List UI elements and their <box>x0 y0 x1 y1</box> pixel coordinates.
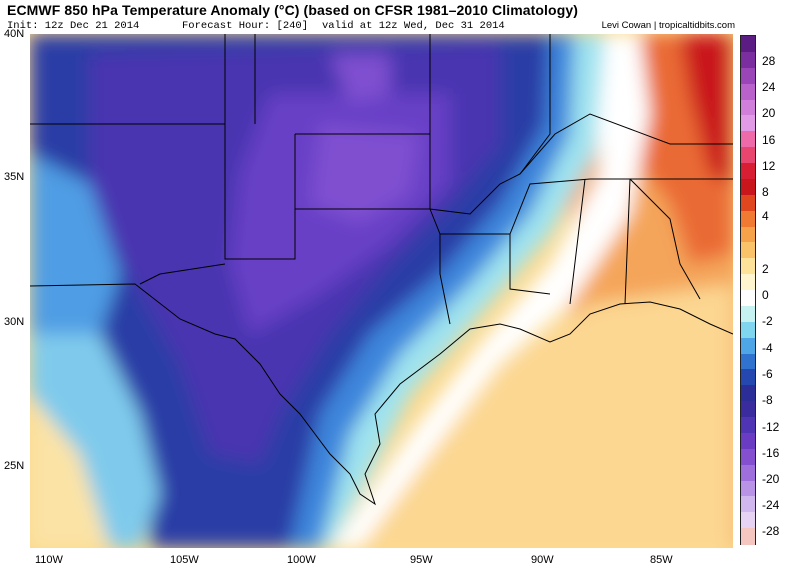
boundary-lines <box>30 34 733 506</box>
colorbar-segment <box>741 480 755 497</box>
colorbar-label: 28 <box>762 54 776 68</box>
colorbar-segment <box>741 528 755 545</box>
colorbar-label: -12 <box>762 420 780 434</box>
colorbar-segment <box>741 163 755 180</box>
colorbar-segment <box>741 321 755 339</box>
anomaly-map <box>30 34 733 548</box>
lon-label-105w: 105W <box>170 554 199 566</box>
credit-text: Levi Cowan | tropicaltidbits.com <box>601 20 735 31</box>
colorbar-label: -20 <box>762 472 780 486</box>
lon-label-95w: 95W <box>410 554 433 566</box>
colorbar-segment <box>741 337 755 355</box>
colorbar-segment <box>741 115 755 132</box>
colorbar-segment <box>741 385 755 402</box>
colorbar-segment <box>741 131 755 148</box>
valid-time: valid at 12z Wed, Dec 31 2014 <box>322 20 505 32</box>
colorbar-segment <box>741 464 755 482</box>
colorbar-label: 4 <box>762 209 769 223</box>
colorbar <box>740 35 756 545</box>
zero-anomaly-band <box>330 34 650 548</box>
colorbar-segment <box>741 194 755 212</box>
lon-label-100w: 100W <box>287 554 316 566</box>
colorbar-label: -28 <box>762 524 780 538</box>
lon-label-90w: 90W <box>531 554 554 566</box>
colorbar-label: -16 <box>762 446 780 460</box>
colorbar-segment <box>741 448 755 466</box>
warm-core-appalachians <box>680 34 733 184</box>
lon-label-85w: 85W <box>650 554 673 566</box>
lon-label-110w: 110W <box>35 554 63 566</box>
colorbar-segment <box>741 432 755 450</box>
map-subtitle-row: Init: 12z Dec 21 2014 Forecast Hour: [24… <box>7 20 735 34</box>
colorbar-segment <box>741 210 755 228</box>
colorbar-label: -4 <box>762 341 773 355</box>
lat-label-25n: 25N <box>4 460 25 472</box>
colorbar-segment <box>741 258 755 275</box>
colorbar-label: -8 <box>762 393 773 407</box>
colorbar-segment <box>741 178 755 196</box>
colorbar-label: -2 <box>762 314 773 328</box>
colorbar-label: 0 <box>762 288 769 302</box>
colorbar-segment <box>741 226 755 243</box>
colorbar-label: 8 <box>762 185 769 199</box>
colorbar-label: 2 <box>762 262 769 276</box>
colorbar-label: -6 <box>762 367 773 381</box>
init-time: Init: 12z Dec 21 2014 <box>7 20 140 32</box>
lat-label-30n: 30N <box>4 316 25 328</box>
colorbar-label: 24 <box>762 80 776 94</box>
colorbar-segment <box>741 512 755 529</box>
colorbar-segment <box>741 242 755 259</box>
colorbar-segment <box>741 401 755 418</box>
colorbar-segment <box>741 496 755 513</box>
lat-label-35n: 35N <box>4 171 25 183</box>
lat-label-40n: 40N <box>4 28 25 40</box>
colorbar-segment <box>741 353 755 370</box>
colorbar-segment <box>741 147 755 164</box>
map-title: ECMWF 850 hPa Temperature Anomaly (°C) (… <box>7 2 579 18</box>
colorbar-label: -24 <box>762 498 780 512</box>
colorbar-segment <box>741 290 755 307</box>
colorbar-label: 12 <box>762 159 776 173</box>
colorbar-segment <box>741 83 755 101</box>
colorbar-segment <box>741 67 755 85</box>
colorbar-segment <box>741 99 755 116</box>
colorbar-segment <box>741 51 755 69</box>
colorbar-segment <box>741 305 755 323</box>
colorbar-segment <box>741 369 755 386</box>
colorbar-segment <box>741 274 755 291</box>
colorbar-segment <box>741 36 755 53</box>
colorbar-label: 16 <box>762 133 776 147</box>
colorbar-segment <box>741 417 755 434</box>
colorbar-label: 20 <box>762 106 776 120</box>
forecast-hour: Forecast Hour: [240] <box>182 20 309 32</box>
